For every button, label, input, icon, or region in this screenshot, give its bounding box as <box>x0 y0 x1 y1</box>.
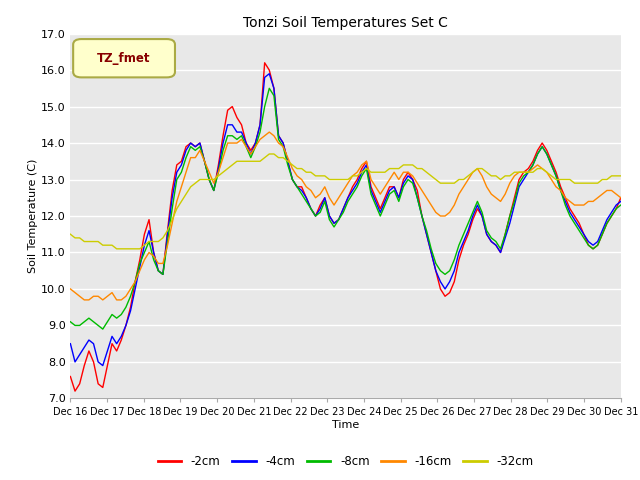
X-axis label: Time: Time <box>332 420 359 430</box>
Title: Tonzi Soil Temperatures Set C: Tonzi Soil Temperatures Set C <box>243 16 448 30</box>
FancyBboxPatch shape <box>73 39 175 77</box>
Text: TZ_fmet: TZ_fmet <box>97 52 150 65</box>
Legend: -2cm, -4cm, -8cm, -16cm, -32cm: -2cm, -4cm, -8cm, -16cm, -32cm <box>153 450 538 473</box>
Y-axis label: Soil Temperature (C): Soil Temperature (C) <box>28 159 38 273</box>
